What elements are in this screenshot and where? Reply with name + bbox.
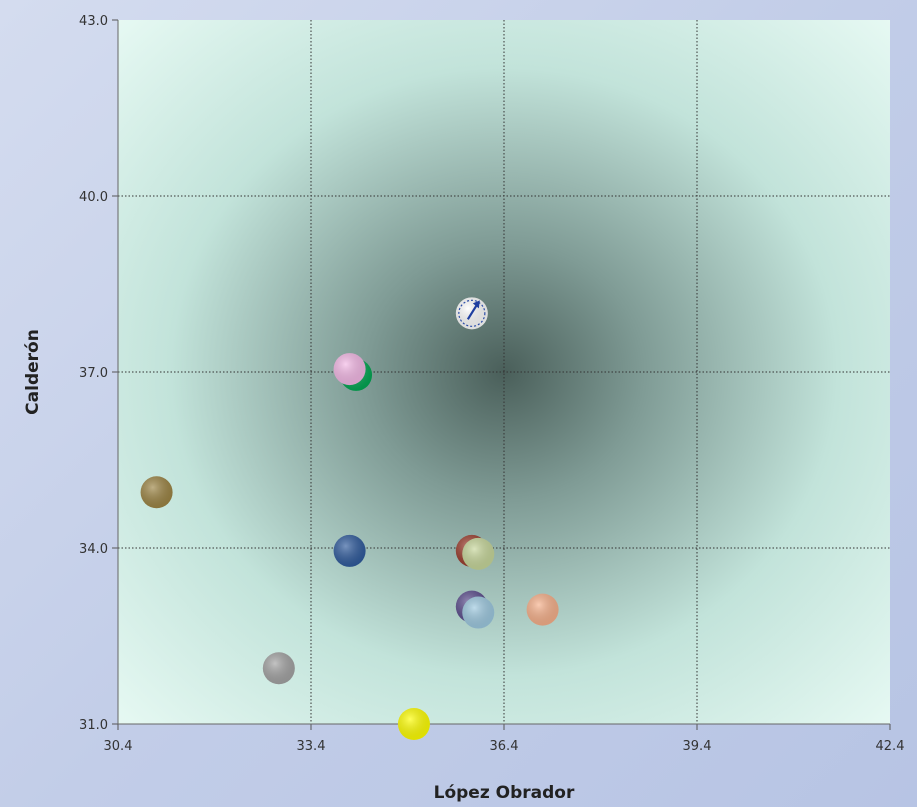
data-point	[140, 476, 173, 509]
y-tick-label: 43.0	[79, 14, 108, 29]
y-tick-label: 40.0	[79, 190, 108, 205]
axes	[112, 19, 891, 730]
data-points	[140, 297, 559, 740]
data-point	[462, 596, 495, 629]
data-point	[333, 534, 366, 567]
y-tick-label: 31.0	[79, 718, 108, 733]
x-tick-label: 30.4	[104, 739, 133, 754]
y-tick-label: 37.0	[79, 366, 108, 381]
special-marker	[458, 299, 486, 327]
tick-labels: 30.4 33.4 36.4 39.4 42.4 31.0 34.0 37.0 40.0 43.0	[79, 14, 904, 754]
data-point	[262, 652, 295, 685]
y-axis-title: Calderón	[23, 329, 43, 415]
x-axis-title: López Obrador	[434, 783, 575, 803]
data-point	[397, 708, 430, 740]
data-point	[462, 537, 495, 570]
x-tick-label: 42.4	[876, 739, 905, 754]
data-point	[526, 593, 559, 626]
y-tick-label: 34.0	[79, 542, 108, 557]
gridlines	[118, 20, 890, 724]
x-tick-label: 39.4	[683, 739, 712, 754]
x-tick-label: 36.4	[490, 739, 519, 754]
data-point	[333, 353, 366, 386]
x-tick-label: 33.4	[297, 739, 326, 754]
